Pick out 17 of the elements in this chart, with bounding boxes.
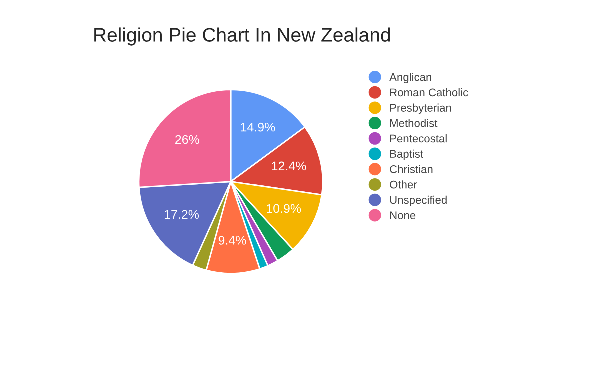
- data-label: 10.9%: [267, 204, 302, 214]
- legend-label: Roman Catholic: [390, 88, 468, 97]
- data-label: 14.9%: [241, 122, 276, 132]
- data-label: 9.4%: [218, 236, 246, 245]
- legend-label: Christian: [390, 165, 433, 174]
- legend-label: Methodist: [390, 119, 438, 128]
- data-label: 26%: [176, 135, 200, 144]
- legend-label: Pentecostal: [390, 134, 447, 143]
- legend-label: Presbyterian: [390, 104, 452, 114]
- data-label: 17.2%: [164, 210, 200, 220]
- data-label: 12.4%: [272, 162, 306, 171]
- legend-label: Baptist: [390, 150, 424, 160]
- legend-label: Anglican: [390, 73, 432, 84]
- chart-title: Religion Pie Chart In New Zealand: [94, 28, 390, 46]
- legend-label: Other: [390, 180, 418, 189]
- legend-label: Unspecified: [390, 196, 447, 206]
- legend-label: None: [390, 212, 416, 220]
